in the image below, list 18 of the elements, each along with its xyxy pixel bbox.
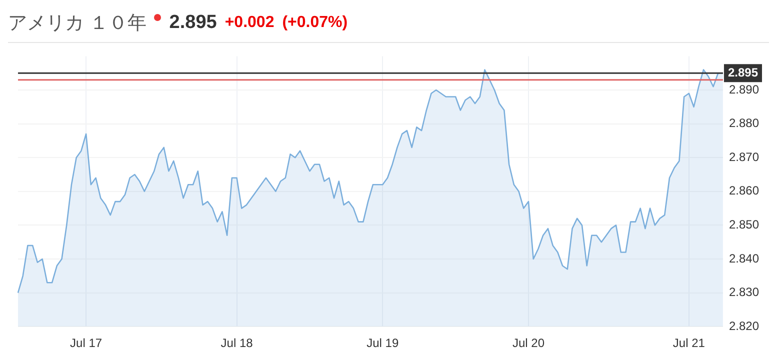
x-tick-label: Jul 20 — [512, 336, 545, 350]
y-tick-label: 2.890 — [728, 82, 760, 96]
x-tick-label: Jul 18 — [220, 336, 254, 350]
y-tick-label: 2.830 — [728, 285, 760, 300]
text: (+0.07%) — [282, 14, 348, 32]
text: +0.002 — [224, 14, 274, 32]
ref-line-label: 2.895 — [728, 65, 758, 80]
x-tick-label: Jul 21 — [672, 336, 706, 350]
y-tick-label: 2.880 — [728, 116, 760, 130]
y-tick-label: 2.840 — [728, 251, 760, 266]
chart-title: アメリカ １０年 — [8, 12, 146, 36]
x-tick-label: Jul 19 — [366, 336, 399, 350]
y-tick-label: 2.850 — [728, 218, 760, 232]
y-tick-label: 2.820 — [728, 318, 760, 333]
y-tick-label: 2.860 — [728, 184, 760, 198]
y-tick-label: 2.870 — [728, 150, 760, 164]
x-tick-label: Jul 17 — [70, 336, 102, 350]
text: 2.895 — [169, 12, 217, 34]
